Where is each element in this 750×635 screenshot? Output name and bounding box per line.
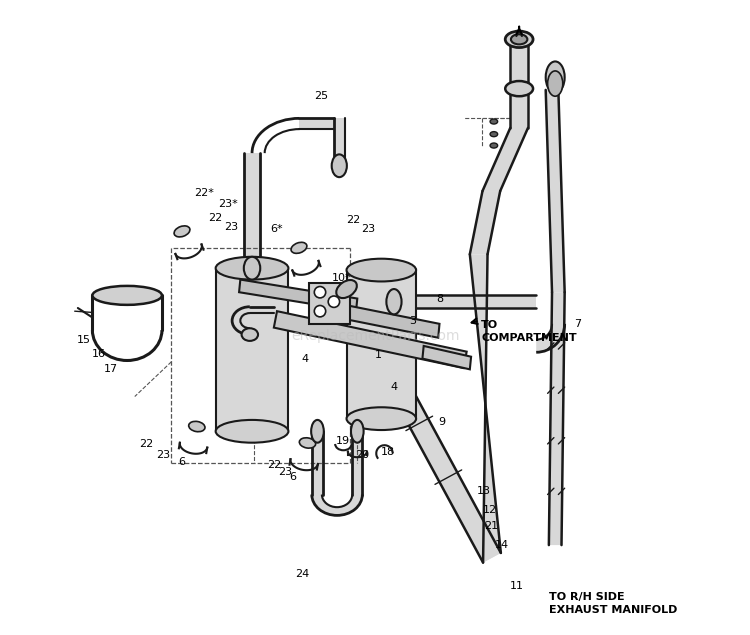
- Polygon shape: [274, 311, 466, 368]
- Polygon shape: [244, 153, 260, 268]
- Text: 6*: 6*: [271, 224, 284, 234]
- Polygon shape: [546, 90, 565, 292]
- Polygon shape: [239, 279, 357, 311]
- Text: 15: 15: [77, 335, 92, 345]
- Ellipse shape: [490, 131, 498, 137]
- Polygon shape: [549, 292, 565, 545]
- Ellipse shape: [244, 257, 260, 279]
- Ellipse shape: [332, 154, 346, 177]
- Text: 23*: 23*: [218, 199, 238, 209]
- Text: 6: 6: [178, 457, 186, 467]
- Ellipse shape: [490, 143, 498, 148]
- Text: 16: 16: [92, 349, 106, 359]
- Ellipse shape: [216, 420, 289, 443]
- Text: 21: 21: [484, 521, 498, 531]
- Ellipse shape: [336, 280, 357, 298]
- Text: 8: 8: [436, 293, 444, 304]
- Text: 13: 13: [477, 486, 490, 497]
- Polygon shape: [422, 346, 471, 370]
- Ellipse shape: [506, 81, 533, 97]
- Polygon shape: [482, 128, 528, 191]
- Ellipse shape: [548, 71, 562, 97]
- Polygon shape: [312, 495, 362, 516]
- Ellipse shape: [314, 286, 326, 298]
- Text: 22: 22: [346, 215, 360, 225]
- Text: TO R/H SIDE
EXHAUST MANIFOLD: TO R/H SIDE EXHAUST MANIFOLD: [549, 592, 677, 615]
- Text: 4: 4: [391, 382, 398, 392]
- Text: 3: 3: [410, 316, 416, 326]
- Text: 7: 7: [574, 319, 580, 329]
- Polygon shape: [536, 324, 565, 352]
- Polygon shape: [334, 118, 345, 166]
- Text: 6: 6: [251, 271, 259, 281]
- Text: 17: 17: [104, 364, 118, 375]
- Text: 1: 1: [375, 351, 382, 361]
- Text: eReplacementParts.com: eReplacementParts.com: [291, 330, 459, 344]
- Text: 4: 4: [302, 354, 309, 364]
- Ellipse shape: [346, 407, 416, 430]
- Text: 24: 24: [296, 568, 310, 578]
- Ellipse shape: [92, 286, 162, 305]
- Polygon shape: [308, 283, 350, 324]
- Ellipse shape: [189, 422, 205, 432]
- Polygon shape: [510, 39, 528, 128]
- Polygon shape: [346, 270, 416, 418]
- Text: 14: 14: [494, 540, 508, 550]
- Ellipse shape: [314, 305, 326, 317]
- Text: 22: 22: [267, 460, 281, 470]
- Ellipse shape: [242, 328, 258, 341]
- Ellipse shape: [291, 243, 307, 253]
- Text: 2: 2: [251, 256, 259, 265]
- Polygon shape: [338, 284, 501, 563]
- Polygon shape: [216, 268, 289, 431]
- Polygon shape: [394, 295, 536, 308]
- Ellipse shape: [311, 420, 324, 443]
- Text: 6: 6: [384, 269, 392, 279]
- Text: 11: 11: [509, 581, 524, 591]
- Ellipse shape: [351, 420, 364, 443]
- Polygon shape: [312, 431, 323, 495]
- Text: 22: 22: [139, 439, 153, 449]
- Text: 23: 23: [362, 224, 376, 234]
- Text: 19: 19: [336, 436, 350, 446]
- Text: 5: 5: [154, 290, 160, 300]
- Ellipse shape: [346, 258, 416, 281]
- Text: 23: 23: [278, 467, 292, 478]
- Polygon shape: [470, 254, 501, 563]
- Text: 25: 25: [314, 91, 328, 101]
- Text: 22*: 22*: [194, 188, 214, 198]
- Text: 10*: 10*: [332, 273, 351, 283]
- Text: 6: 6: [290, 472, 296, 482]
- Polygon shape: [352, 431, 362, 495]
- Text: 23: 23: [224, 222, 238, 232]
- Ellipse shape: [328, 296, 340, 307]
- Ellipse shape: [546, 62, 565, 93]
- Text: 23: 23: [156, 450, 170, 460]
- Text: TO
COMPARTMENT: TO COMPARTMENT: [482, 320, 577, 343]
- Ellipse shape: [174, 226, 190, 237]
- Polygon shape: [299, 118, 334, 129]
- Ellipse shape: [216, 257, 289, 279]
- Ellipse shape: [299, 438, 316, 448]
- Text: 20: 20: [356, 450, 370, 460]
- Ellipse shape: [506, 31, 533, 48]
- Text: 22: 22: [208, 213, 222, 223]
- Polygon shape: [337, 304, 440, 338]
- Text: 18: 18: [380, 447, 394, 457]
- Text: 12: 12: [483, 505, 497, 516]
- Text: 9: 9: [438, 417, 445, 427]
- Ellipse shape: [490, 119, 498, 124]
- Ellipse shape: [386, 289, 401, 314]
- Polygon shape: [470, 191, 500, 254]
- Ellipse shape: [511, 34, 527, 44]
